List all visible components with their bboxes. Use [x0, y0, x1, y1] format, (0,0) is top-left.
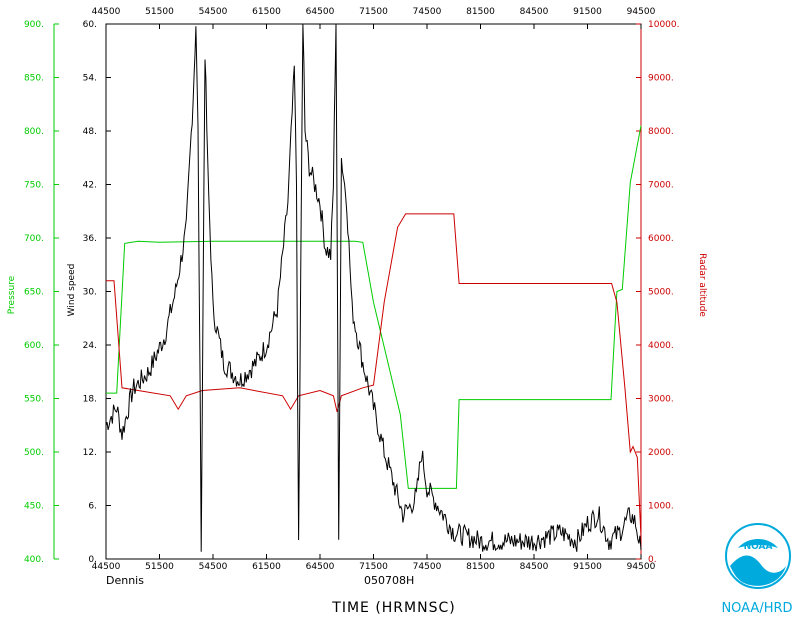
pressure-tick-label: 500.	[24, 448, 44, 458]
x-tick-label-top: 71500	[359, 7, 388, 17]
radar-tick-label: 1000.	[648, 502, 674, 512]
wind-tick-label: 0.	[88, 555, 97, 565]
wind-ticks: 0. 6. 12. 18. 24. 30. 36. 42. 48. 54. 60.	[83, 20, 111, 565]
wind-tick-label: 48.	[83, 127, 97, 137]
radar-tick-label: 2000.	[648, 448, 674, 458]
radar-series-line	[106, 213, 642, 538]
x-tick-label-top: 64500	[306, 7, 335, 17]
pressure-tick-label: 800.	[24, 127, 44, 137]
series-group	[105, 23, 642, 552]
x-tick-label-bottom: 84500	[520, 562, 549, 572]
x-tick-label-bottom: 91500	[573, 562, 602, 572]
wind-tick-label: 18.	[83, 395, 97, 405]
pressure-tick-label: 700.	[24, 234, 44, 244]
pressure-ticks: 400. 450. 500. 550. 600. 650. 700. 750. 800. 850.…	[24, 20, 59, 565]
wind-tick-label: 42.	[83, 181, 97, 191]
pressure-tick-label: 600.	[24, 341, 44, 351]
wind-tick-label: 24.	[83, 341, 97, 351]
x-tick-label-bottom: 51500	[145, 562, 174, 572]
x-tick-label-top: 44500	[92, 7, 121, 17]
x-tick-label-top: 84500	[520, 7, 549, 17]
x-tick-label-top: 74500	[413, 7, 442, 17]
radar-tick-label: 3000.	[648, 395, 674, 405]
noaa-logo: NOAA	[725, 523, 791, 589]
wind-tick-label: 54.	[83, 74, 97, 84]
wind-tick-label: 6.	[88, 502, 97, 512]
noaa-logo-wing	[730, 555, 786, 586]
radar-tick-label: 4000.	[648, 341, 674, 351]
x-tick-label-bottom: 64500	[306, 562, 335, 572]
x-tick-label-bottom: 54500	[199, 562, 228, 572]
noaa-logo-text: NOAA	[744, 542, 773, 552]
wind-tick-label: 30.	[83, 288, 97, 298]
pressure-tick-label: 650.	[24, 288, 44, 298]
x-tick-label-bottom: 94500	[627, 562, 656, 572]
radar-tick-label: 7000.	[648, 181, 674, 191]
x-tick-label-top: 51500	[145, 7, 174, 17]
radar-tick-label: 6000.	[648, 234, 674, 244]
plot-frame	[105, 23, 642, 560]
x-tick-label-bottom: 74500	[413, 562, 442, 572]
radar-tick-label: 5000.	[648, 288, 674, 298]
x-tick-label-top: 81500	[466, 7, 495, 17]
wind-tick-label: 60.	[83, 20, 97, 30]
pressure-tick-label: 550.	[24, 395, 44, 405]
x-ticks-bottom: 44500 51500 54500 61500 64500 71500 74500 81500…	[92, 554, 656, 572]
x-tick-label-bottom: 81500	[466, 562, 495, 572]
wind-series-line	[105, 23, 642, 552]
pressure-axis-title: Pressure	[7, 275, 17, 314]
radar-tick-label: 9000.	[648, 74, 674, 84]
organization-label: NOAA/HRD	[721, 601, 792, 616]
radar-ticks: 0. 1000. 2000. 3000. 4000. 5000. 6000. 7000. 800…	[636, 20, 680, 565]
pressure-tick-label: 750.	[24, 181, 44, 191]
pressure-tick-label: 450.	[24, 502, 44, 512]
wind-tick-label: 36.	[83, 234, 97, 244]
pressure-tick-label: 850.	[24, 74, 44, 84]
radar-tick-label: 8000.	[648, 127, 674, 137]
pressure-series-line	[106, 125, 642, 489]
x-tick-label-top: 61500	[252, 7, 281, 17]
radar-tick-label: 10000.	[648, 20, 680, 30]
x-tick-label-bottom: 44500	[92, 562, 121, 572]
noaa-logo-bird	[738, 539, 778, 548]
wind-tick-label: 12.	[83, 448, 97, 458]
x-ticks-top: 44500 51500 54500 61500 64500 71500 74500 81500…	[92, 7, 656, 29]
radar-tick-label: 0.	[648, 555, 657, 565]
x-tick-label-bottom: 71500	[359, 562, 388, 572]
x-tick-label-top: 91500	[573, 7, 602, 17]
storm-name: Dennis	[106, 574, 144, 587]
pressure-tick-label: 900.	[24, 20, 44, 30]
x-tick-label-bottom: 61500	[252, 562, 281, 572]
noaa-logo-ring	[725, 523, 791, 589]
wind-axis-title: Wind speed	[67, 264, 77, 317]
pressure-tick-label: 400.	[24, 555, 44, 565]
x-tick-label-top: 54500	[199, 7, 228, 17]
x-axis-title: TIME (HRMNSC)	[331, 600, 455, 616]
radar-axis-title: Radar altitude	[697, 253, 707, 317]
x-tick-label-top: 94500	[627, 7, 656, 17]
flight-date: 050708H	[364, 574, 414, 587]
